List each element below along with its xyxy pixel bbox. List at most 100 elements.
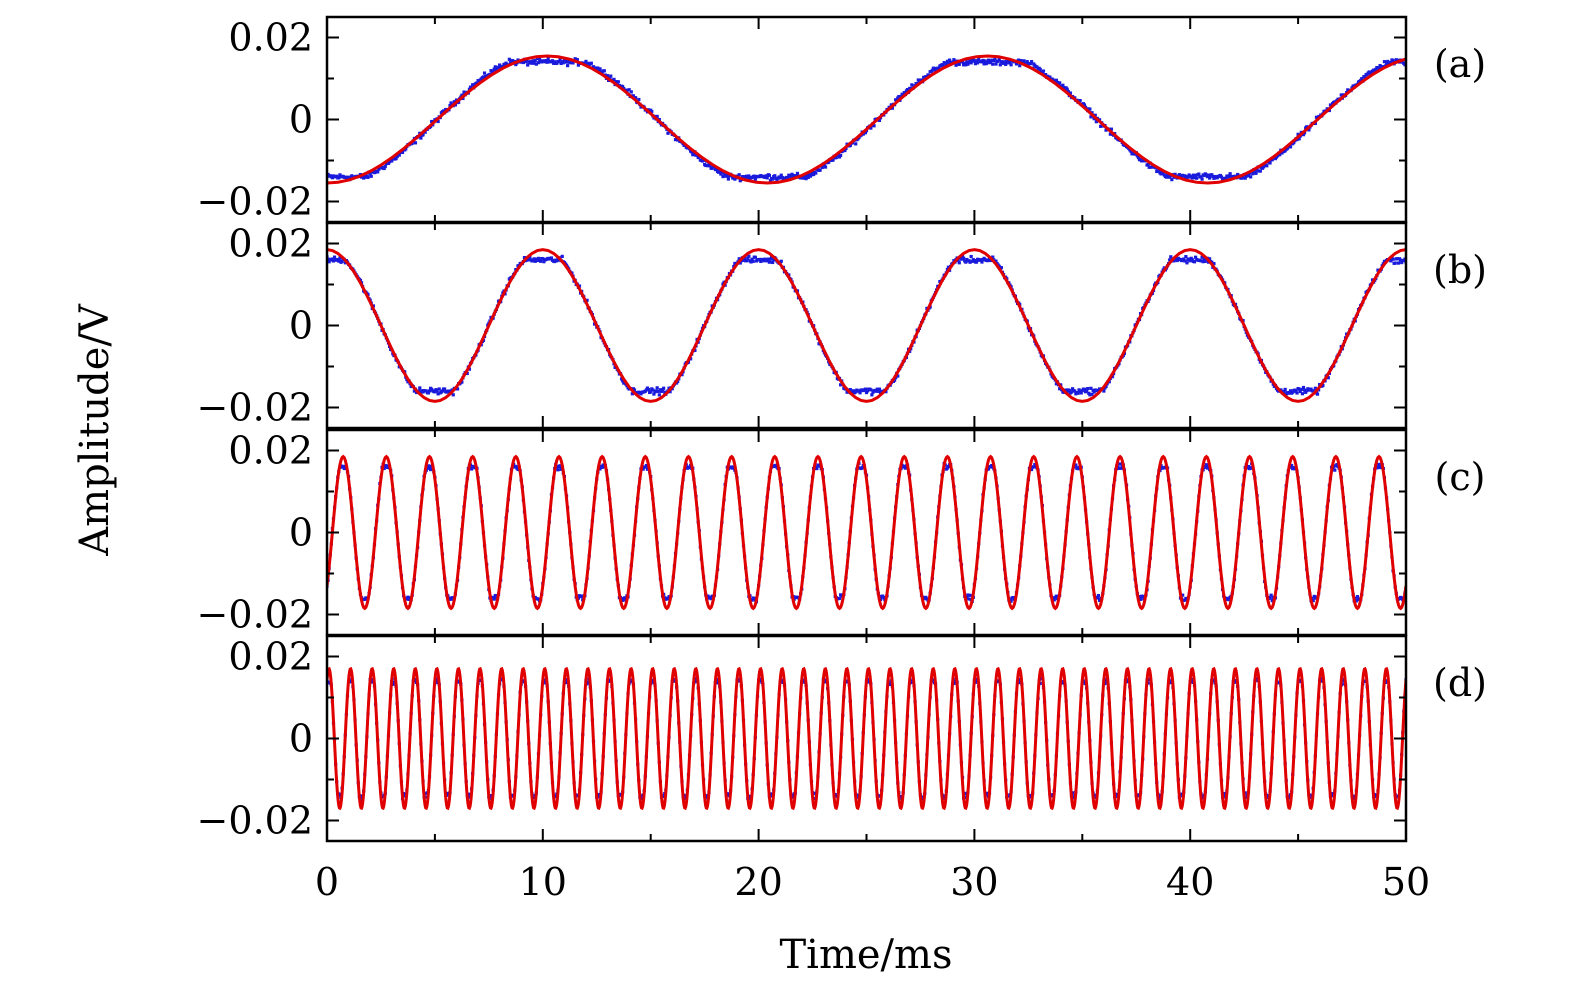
- measured-point: [1067, 388, 1071, 393]
- measured-point: [991, 255, 995, 259]
- measured-point: [750, 257, 754, 261]
- measured-point: [1033, 462, 1037, 467]
- measured-point: [839, 383, 843, 387]
- measured-point: [1197, 172, 1201, 176]
- measured-point: [745, 259, 749, 263]
- measured-point: [667, 386, 671, 390]
- measured-point: [566, 64, 570, 68]
- measured-point: [467, 792, 472, 796]
- measured-point: [714, 167, 719, 171]
- measured-point: [489, 796, 493, 800]
- measured-point: [448, 103, 452, 108]
- measured-point: [441, 109, 446, 113]
- measured-point: [815, 466, 819, 471]
- measured-point: [919, 78, 924, 82]
- measured-point: [330, 257, 334, 261]
- y-tick-label: 0: [289, 98, 313, 142]
- measured-point: [902, 464, 906, 468]
- measured-point: [619, 377, 624, 381]
- measured-point: [418, 386, 422, 390]
- measured-point: [1076, 391, 1080, 395]
- measured-point: [1093, 113, 1097, 117]
- measured-point: [865, 389, 870, 393]
- measured-point: [1107, 380, 1111, 384]
- measured-point: [655, 114, 659, 119]
- measured-point: [492, 597, 496, 601]
- measured-point: [766, 257, 770, 261]
- measured-point: [742, 256, 747, 261]
- measured-point: [889, 103, 893, 107]
- measured-point: [710, 166, 714, 170]
- measured-point: [803, 174, 807, 179]
- measured-point: [457, 100, 461, 104]
- measured-point: [1028, 61, 1033, 66]
- measured-point: [564, 681, 569, 685]
- measured-point: [482, 71, 487, 75]
- measured-point: [993, 57, 997, 61]
- measured-point: [460, 380, 464, 384]
- measured-point: [1297, 137, 1301, 141]
- measured-point: [864, 390, 869, 395]
- measured-point: [1141, 594, 1145, 598]
- measured-point: [451, 393, 455, 397]
- measured-point: [957, 62, 961, 66]
- measured-point: [1375, 65, 1379, 70]
- measured-point: [666, 131, 670, 135]
- measured-point: [1354, 599, 1358, 603]
- measured-point: [612, 77, 616, 82]
- measured-point: [1313, 386, 1317, 390]
- measured-point: [1268, 161, 1272, 165]
- measured-point: [1085, 389, 1089, 393]
- measured-point: [585, 298, 589, 302]
- measured-point: [1391, 58, 1395, 63]
- measured-point: [465, 371, 469, 376]
- measured-point: [1285, 146, 1289, 151]
- measured-point: [965, 60, 969, 64]
- measured-point: [1126, 680, 1130, 684]
- measured-point: [332, 255, 337, 259]
- measured-point: [747, 174, 751, 178]
- measured-point: [1205, 466, 1210, 470]
- measured-point: [494, 595, 499, 599]
- measured-point: [875, 387, 879, 391]
- measured-point: [693, 348, 697, 352]
- measured-point: [425, 466, 429, 470]
- measured-point: [1208, 257, 1212, 261]
- measured-point: [516, 467, 520, 472]
- measured-point: [946, 265, 951, 269]
- measured-point: [916, 78, 920, 82]
- measured-point: [1115, 795, 1119, 799]
- measured-point: [377, 167, 381, 171]
- measured-point: [771, 177, 775, 181]
- measured-point: [910, 83, 914, 87]
- measured-point: [1184, 176, 1188, 180]
- measured-point: [598, 67, 602, 71]
- measured-point: [759, 259, 763, 264]
- measured-point: [856, 793, 860, 797]
- measured-point: [769, 794, 774, 798]
- measured-point: [953, 681, 957, 685]
- measured-point: [493, 593, 497, 598]
- measured-point: [818, 168, 822, 172]
- measured-point: [676, 138, 680, 142]
- measured-point: [1173, 172, 1177, 176]
- measured-point: [1291, 390, 1295, 394]
- measured-point: [426, 391, 431, 395]
- measured-point: [400, 150, 405, 155]
- y-tick-label: 0: [289, 304, 313, 348]
- measured-point: [969, 254, 973, 259]
- measured-point: [1025, 60, 1029, 64]
- measured-point: [1299, 387, 1303, 392]
- measured-point: [598, 467, 602, 471]
- measured-point: [1161, 171, 1165, 175]
- measured-point: [718, 169, 722, 173]
- measured-point: [1185, 261, 1189, 265]
- measured-point: [876, 389, 880, 393]
- measured-point: [1168, 258, 1172, 262]
- measured-point: [1158, 797, 1162, 801]
- measured-point: [779, 173, 783, 177]
- measured-point: [557, 60, 561, 64]
- measured-point: [890, 106, 894, 110]
- measured-point: [897, 94, 901, 99]
- measured-point: [817, 342, 821, 346]
